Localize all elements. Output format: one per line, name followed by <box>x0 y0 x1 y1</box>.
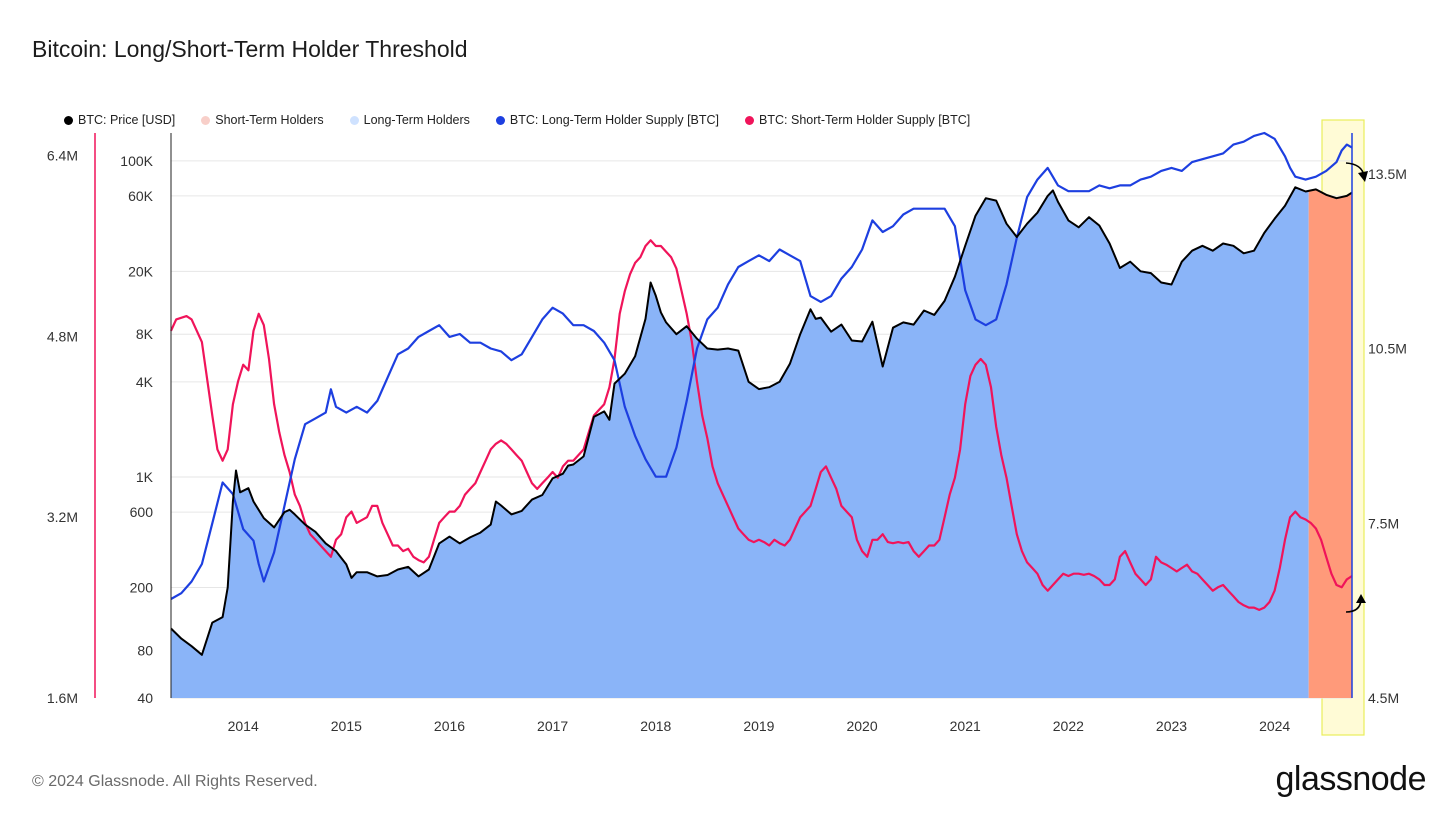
x-tick-label: 2019 <box>743 718 774 734</box>
price-tick-label: 80 <box>137 642 153 658</box>
legend-item-3[interactable]: BTC: Long-Term Holder Supply [BTC] <box>495 113 720 127</box>
sth-tick-label: 1.6M <box>47 690 78 706</box>
x-tick-label: 2015 <box>331 718 362 734</box>
lth-tick-label: 13.5M <box>1368 166 1407 182</box>
legend-item-0[interactable]: BTC: Price [USD] <box>64 113 175 127</box>
page-title: Bitcoin: Long/Short-Term Holder Threshol… <box>32 36 468 62</box>
legend-label: BTC: Short-Term Holder Supply [BTC] <box>759 113 971 127</box>
legend-label: Short-Term Holders <box>215 113 324 127</box>
x-tick-label: 2022 <box>1053 718 1084 734</box>
legend-label: Long-Term Holders <box>363 113 470 127</box>
x-tick-label: 2020 <box>846 718 877 734</box>
copyright-text: © 2024 Glassnode. All Rights Reserved. <box>32 773 318 790</box>
lth-tick-label: 7.5M <box>1368 515 1399 531</box>
legend-item-2[interactable]: Long-Term Holders <box>349 113 470 127</box>
lth-supply-line <box>170 131 1353 600</box>
price-tick-label: 20K <box>128 263 154 279</box>
price-tick-label: 8K <box>136 326 154 342</box>
lth-tick-label: 10.5M <box>1368 341 1407 357</box>
legend-item-1[interactable]: Short-Term Holders <box>201 113 324 127</box>
legend-dot-icon <box>64 115 73 125</box>
sth-supply-line <box>169 239 1353 611</box>
x-tick-label: 2016 <box>434 718 465 734</box>
arrow-down-head-icon <box>1358 171 1368 182</box>
price-line <box>170 186 1353 656</box>
price-tick-label: 100K <box>120 153 153 169</box>
sth-area-fill <box>1308 189 1352 698</box>
x-tick-label: 2024 <box>1259 718 1290 734</box>
x-tick-label: 2014 <box>228 718 259 734</box>
lth-tick-label: 4.5M <box>1368 690 1399 706</box>
legend-item-4[interactable]: BTC: Short-Term Holder Supply [BTC] <box>745 113 970 127</box>
sth-tick-label: 6.4M <box>47 148 78 164</box>
x-tick-label: 2023 <box>1156 718 1187 734</box>
legend-dot-icon <box>201 115 211 125</box>
legend-dot-icon <box>495 115 505 125</box>
legend-dot-icon <box>745 115 755 125</box>
price-tick-label: 200 <box>130 580 154 596</box>
x-tick-label: 2018 <box>640 718 671 734</box>
price-tick-label: 40 <box>137 690 153 706</box>
price-tick-label: 600 <box>130 504 154 520</box>
legend-label: BTC: Long-Term Holder Supply [BTC] <box>509 113 720 127</box>
legend-label: BTC: Price [USD] <box>78 113 176 127</box>
legend-dot-icon <box>349 115 359 125</box>
price-tick-label: 1K <box>136 469 154 485</box>
sth-tick-label: 4.8M <box>47 328 78 344</box>
x-tick-label: 2017 <box>537 718 568 734</box>
price-tick-label: 4K <box>136 374 154 390</box>
legend: BTC: Price [USD] Short-Term Holders Long-T… <box>64 113 996 127</box>
x-tick-label: 2021 <box>950 718 981 734</box>
sth-tick-label: 3.2M <box>47 509 78 525</box>
arrow-up-head-icon <box>1356 594 1366 603</box>
lth-area-fill <box>171 187 1309 698</box>
price-tick-label: 60K <box>128 188 154 204</box>
glassnode-logo[interactable]: glassnode <box>1275 760 1426 798</box>
